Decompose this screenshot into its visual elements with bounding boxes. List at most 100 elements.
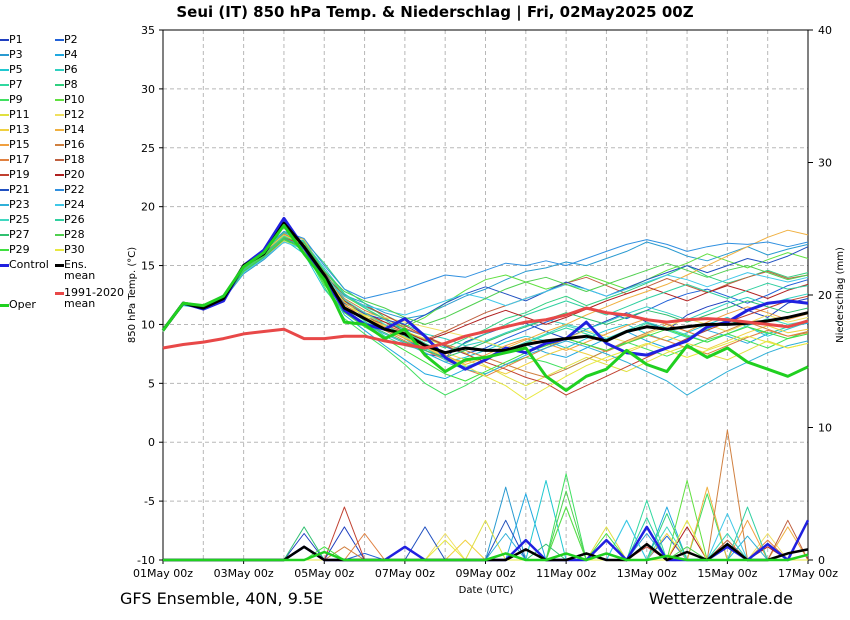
x-tick-label: 11May 00z	[536, 567, 596, 580]
legend-swatch	[0, 69, 9, 71]
legend-swatch	[55, 129, 64, 131]
legend-swatch	[55, 249, 64, 251]
x-tick-label: 05May 00z	[294, 567, 354, 580]
legend-swatch	[55, 189, 64, 191]
legend-label: P1	[9, 33, 23, 46]
x-tick-label: 07May 00z	[375, 567, 435, 580]
legend-label: P6	[64, 63, 78, 76]
y-tick-label: 15	[141, 260, 155, 273]
y2-tick-label: 20	[818, 289, 832, 302]
legend-swatch	[55, 54, 64, 56]
temp-line	[162, 239, 809, 382]
legend-swatch	[55, 69, 64, 71]
legend-swatch	[0, 249, 9, 251]
source: Wetterzentrale.de	[649, 589, 793, 608]
legend-label: P19	[9, 168, 30, 181]
x-tick-label: 17May 00z	[778, 567, 838, 580]
legend-swatch	[0, 174, 9, 176]
y-tick-label: 35	[141, 24, 155, 37]
legend-label: Oper	[9, 298, 36, 311]
y-tick-label: 10	[141, 318, 155, 331]
y2-tick-label: 30	[818, 157, 832, 170]
legend-label: Ens. mean	[64, 258, 96, 282]
legend-swatch	[55, 219, 64, 221]
legend-label: P12	[64, 108, 85, 121]
y-tick-label: -5	[144, 495, 155, 508]
y-tick-label: 30	[141, 83, 155, 96]
legend-swatch	[55, 234, 64, 236]
legend-swatch	[0, 114, 9, 116]
temp-line	[161, 216, 809, 371]
y-tick-label: 20	[141, 201, 155, 214]
temp-line	[162, 241, 809, 330]
legend-swatch	[0, 159, 9, 161]
legend-swatch	[55, 99, 64, 101]
subtitle: GFS Ensemble, 40N, 9.5E	[120, 589, 323, 608]
legend-swatch	[0, 234, 9, 236]
legend-swatch	[55, 159, 64, 161]
legend-label: P15	[9, 138, 30, 151]
temp-line	[162, 234, 809, 331]
legend-swatch	[0, 129, 9, 131]
y2-tick-label: 40	[818, 24, 832, 37]
x-tick-label: 01May 00z	[133, 567, 193, 580]
legend-swatch	[0, 54, 9, 56]
legend-label: P9	[9, 93, 23, 106]
temp-line	[162, 306, 809, 350]
legend-label: P18	[64, 153, 85, 166]
legend-swatch	[0, 219, 9, 221]
legend-label: P27	[9, 228, 30, 241]
legend-swatch	[0, 84, 9, 86]
legend-label: P26	[64, 213, 85, 226]
legend-label: P4	[64, 48, 78, 61]
legend-label: P16	[64, 138, 85, 151]
legend-swatch	[0, 99, 9, 101]
legend-label: P17	[9, 153, 30, 166]
legend-label: Control	[9, 258, 49, 271]
temp-line	[162, 230, 809, 332]
legend-swatch	[0, 264, 9, 267]
chart-title: Seui (IT) 850 hPa Temp. & Niederschlag |…	[176, 3, 693, 22]
precip-line	[163, 550, 809, 562]
legend-label: 1991-2020 mean	[64, 286, 124, 310]
legend-swatch	[55, 174, 64, 176]
legend-label: P21	[9, 183, 30, 196]
legend-swatch	[55, 39, 64, 41]
y2-axis-label: Niederschlag (mm)	[835, 247, 846, 343]
legend-label: P22	[64, 183, 85, 196]
legend-label: P14	[64, 123, 85, 136]
x-tick-label: 15May 00z	[697, 567, 757, 580]
legend-swatch	[55, 204, 64, 206]
temp-line	[162, 236, 809, 331]
y-tick-label: 0	[148, 436, 155, 449]
legend-label: P2	[64, 33, 78, 46]
legend-label: P10	[64, 93, 85, 106]
legend-label: P5	[9, 63, 23, 76]
legend-swatch	[55, 114, 64, 116]
x-axis-label: Date (UTC)	[459, 585, 514, 596]
x-tick-label: 09May 00z	[455, 567, 515, 580]
legend-swatch	[0, 144, 9, 146]
legend-label: P7	[9, 78, 23, 91]
legend-label: P23	[9, 198, 30, 211]
legend-label: P8	[64, 78, 78, 91]
legend-swatch	[55, 144, 64, 146]
legend-label: P28	[64, 228, 85, 241]
legend-label: P29	[9, 243, 30, 256]
x-tick-label: 13May 00z	[617, 567, 677, 580]
temp-line	[161, 224, 809, 392]
legend-label: P25	[9, 213, 30, 226]
legend-label: P3	[9, 48, 23, 61]
y-axis-label: 850 hPa Temp. (°C)	[127, 247, 138, 343]
y-tick-label: 25	[141, 142, 155, 155]
legend-swatch	[0, 39, 9, 41]
legend-swatch	[0, 189, 9, 191]
y-tick-label: 5	[148, 377, 155, 390]
legend-label: P20	[64, 168, 85, 181]
x-tick-label: 03May 00z	[214, 567, 274, 580]
y2-tick-label: 0	[818, 554, 825, 567]
legend-label: P30	[64, 243, 85, 256]
legend-swatch	[0, 204, 9, 206]
